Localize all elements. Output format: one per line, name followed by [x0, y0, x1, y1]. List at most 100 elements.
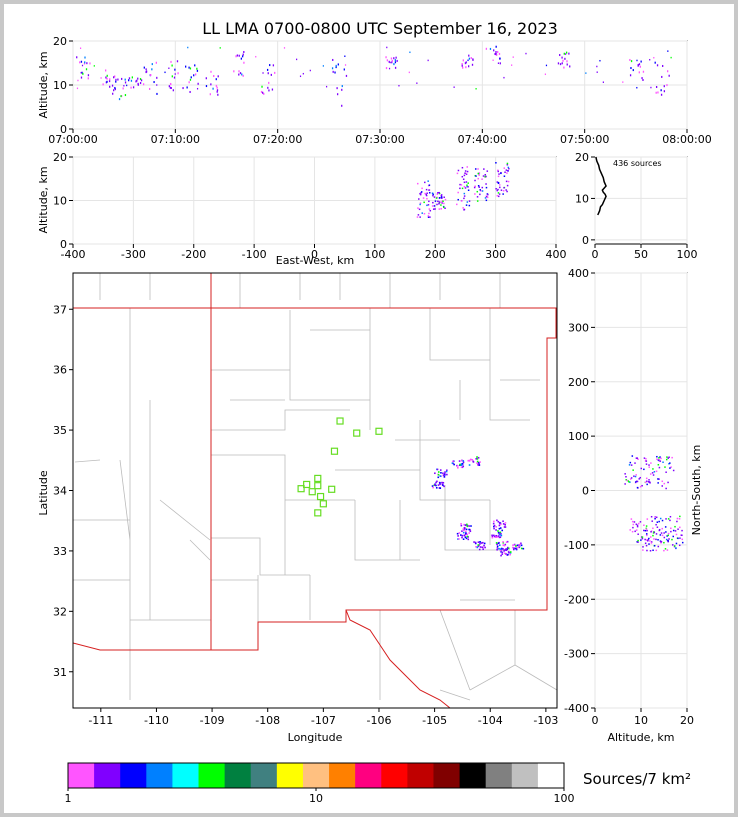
source-point [461, 534, 464, 537]
source-point [639, 521, 642, 523]
y-tick-label: 10 [53, 79, 67, 92]
source-point [456, 203, 458, 206]
source-point [205, 85, 208, 88]
y-tick-label: 0 [582, 234, 589, 247]
lma-station-marker [314, 482, 322, 490]
source-point [661, 75, 663, 78]
source-point [675, 547, 677, 549]
source-point [652, 474, 655, 476]
source-point [544, 73, 546, 76]
source-point [483, 168, 485, 170]
source-point [646, 529, 648, 532]
source-point [441, 202, 443, 204]
source-point [650, 86, 652, 89]
y-tick-label: 300 [568, 321, 589, 334]
source-point [79, 61, 81, 64]
source-point [84, 56, 86, 59]
source-point [499, 549, 502, 552]
source-point [478, 463, 480, 465]
x-tick-label: -111 [88, 714, 113, 727]
source-point [87, 77, 89, 80]
source-point [474, 542, 477, 545]
source-point [646, 518, 649, 520]
source-point [631, 455, 634, 457]
source-point [498, 527, 501, 530]
y-tick-label: 31 [53, 666, 67, 679]
source-point [137, 83, 139, 86]
source-point [481, 190, 484, 192]
source-point [646, 483, 648, 486]
source-point [655, 523, 657, 526]
source-point [196, 67, 198, 70]
source-point [388, 67, 391, 70]
source-point [635, 457, 638, 459]
source-point [272, 64, 275, 67]
source-point [477, 461, 480, 464]
source-point [429, 209, 432, 212]
source-point [658, 520, 660, 523]
source-point [417, 214, 420, 216]
source-point [647, 538, 649, 541]
source-point [676, 517, 679, 520]
source-point [672, 529, 675, 532]
source-point [565, 53, 567, 55]
source-point [436, 468, 439, 471]
source-point [76, 56, 78, 59]
x-tick-label: -200 [181, 248, 206, 261]
source-point [672, 469, 675, 472]
source-point [127, 79, 130, 82]
source-point [81, 71, 83, 74]
source-point [479, 543, 481, 545]
source-point [126, 84, 128, 87]
source-point [520, 544, 523, 547]
source-point [497, 188, 499, 191]
source-point [85, 68, 88, 71]
source-point [466, 185, 468, 188]
source-point [104, 69, 107, 72]
source-point [672, 544, 674, 546]
source-point [639, 485, 642, 488]
source-point [243, 61, 245, 64]
source-point [283, 47, 286, 49]
source-point [495, 534, 498, 537]
source-point [676, 520, 678, 523]
colorbar-cells [68, 763, 565, 788]
source-point [93, 65, 95, 67]
source-point [624, 483, 626, 485]
source-point [643, 468, 645, 471]
source-point [649, 550, 652, 552]
y-tick-label: 33 [53, 545, 67, 558]
source-point [427, 215, 430, 217]
source-point [345, 74, 348, 77]
lma-station-marker [375, 427, 383, 435]
source-point [499, 186, 501, 189]
source-point [499, 522, 502, 525]
source-point [677, 537, 679, 540]
lma-station-marker [330, 447, 339, 455]
source-point [425, 194, 428, 197]
source-point [465, 528, 468, 531]
source-point [653, 471, 656, 473]
source-point [255, 55, 257, 58]
source-point [498, 536, 501, 539]
source-point [664, 548, 667, 550]
source-point [409, 51, 411, 54]
source-point [155, 61, 158, 64]
source-point [468, 200, 471, 202]
source-point [559, 63, 562, 66]
source-point [481, 186, 484, 189]
source-point [495, 45, 497, 48]
source-point [398, 84, 400, 87]
source-point [655, 538, 657, 541]
source-point [105, 81, 108, 84]
source-point [630, 464, 633, 466]
source-point [473, 186, 476, 189]
histogram-line [595, 156, 607, 216]
source-point [461, 466, 464, 469]
source-point [238, 73, 240, 76]
source-point [513, 547, 515, 550]
source-point [638, 63, 641, 66]
source-point [467, 186, 469, 188]
source-point [177, 72, 179, 75]
source-point [132, 86, 135, 89]
